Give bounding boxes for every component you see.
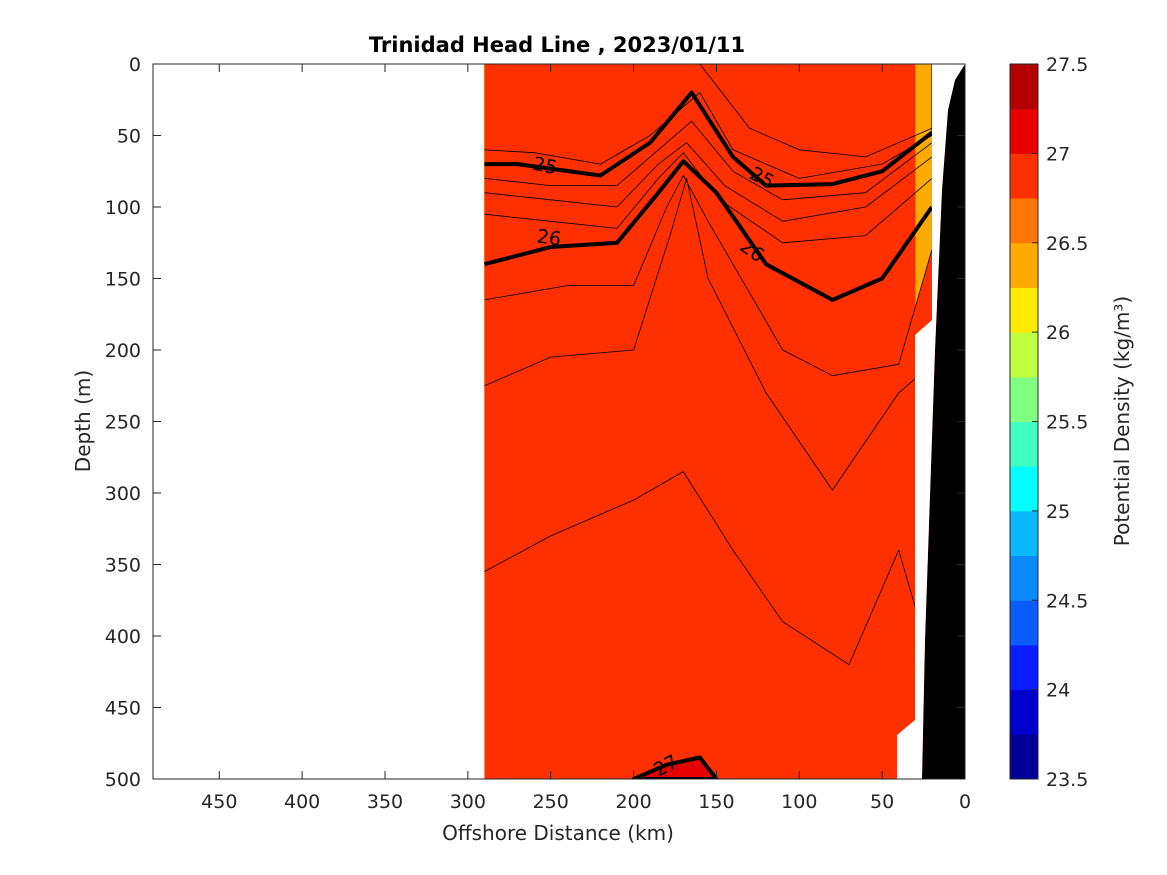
colorbar-tick-label: 26.5 xyxy=(1046,233,1088,255)
x-tick-label: 100 xyxy=(781,791,817,813)
colorbar-swatch xyxy=(1010,64,1038,110)
colorbar-swatch xyxy=(1010,689,1038,735)
colorbar-swatch xyxy=(1010,421,1038,467)
colorbar-swatch xyxy=(1010,332,1038,378)
y-axis-label: Depth (m) xyxy=(71,370,95,472)
colorbar-swatch xyxy=(1010,466,1038,512)
x-tick-label: 150 xyxy=(698,791,734,813)
isopycnal-25.25 xyxy=(484,120,933,201)
colorbar-tick-label: 25 xyxy=(1046,501,1070,523)
chart-title: Trinidad Head Line , 2023/01/11 xyxy=(369,33,745,57)
isopycnal-26.75 xyxy=(484,471,916,665)
colorbar-swatch xyxy=(1010,510,1038,557)
colorbar-swatch xyxy=(1010,376,1038,422)
contour-line-layer xyxy=(483,64,934,779)
colorbar-swatch xyxy=(1010,600,1038,646)
colorbar-tick-label: 24 xyxy=(1046,680,1070,702)
colorbar-swatch xyxy=(1010,108,1038,154)
x-axis-label: Offshore Distance (km) xyxy=(442,821,674,845)
x-axis: 450 400 350 300 250 200 150 100 50 0 xyxy=(201,64,971,813)
colorbar-tick-label: 26 xyxy=(1046,322,1070,344)
colorbar-tick-label: 24.5 xyxy=(1046,590,1088,612)
x-tick-label: 250 xyxy=(533,791,569,813)
x-tick-label: 350 xyxy=(367,791,403,813)
isopycnal-25.75 xyxy=(484,152,933,244)
contour-label-26: 26 xyxy=(535,225,562,250)
colorbar-tick-label: 25.5 xyxy=(1046,412,1088,434)
y-tick-label: 0 xyxy=(129,54,141,76)
x-tick-label: 300 xyxy=(450,791,486,813)
x-tick-label: 200 xyxy=(615,791,651,813)
colorbar-swatch xyxy=(1010,287,1038,333)
isopycnal-25.5 xyxy=(484,142,933,222)
x-tick-label: 0 xyxy=(959,791,971,813)
isopycnal-27 xyxy=(631,755,719,779)
y-tick-label: 100 xyxy=(105,197,141,219)
y-tick-label: 50 xyxy=(117,126,141,148)
y-tick-label: 200 xyxy=(105,340,141,362)
x-tick-label: 50 xyxy=(870,791,894,813)
isopycnal-26 xyxy=(483,159,934,302)
colorbar-tick-label: 23.5 xyxy=(1046,769,1088,791)
seafloor-bathymetry-mask xyxy=(922,64,965,779)
colorbar-tick-label: 27 xyxy=(1046,143,1070,165)
isopycnal-26.5 xyxy=(484,178,916,491)
colorbar-swatch xyxy=(1010,555,1038,601)
contour-fill-layer xyxy=(484,64,965,779)
nearshore-nodata-region xyxy=(897,64,965,779)
x-tick-label: 400 xyxy=(284,791,320,813)
isopycnal-25 xyxy=(484,90,934,188)
colorbar-swatch xyxy=(1010,734,1038,780)
colorbar-swatch xyxy=(1010,644,1038,691)
x-tick-label: 450 xyxy=(201,791,237,813)
density-fill-27 xyxy=(633,757,717,779)
colorbar-tick-label: 27.5 xyxy=(1046,54,1088,76)
colorbar-swatch xyxy=(1010,198,1038,244)
colorbar-swatch xyxy=(1010,153,1038,199)
colorbar: 23.5 24 24.5 25 25.5 26 26.5 27 27.5 xyxy=(1009,54,1088,791)
colorbar-swatch xyxy=(1010,242,1038,288)
y-tick-label: 300 xyxy=(105,483,141,505)
y-tick-label: 450 xyxy=(105,698,141,720)
y-tick-label: 250 xyxy=(105,412,141,434)
isopycnal-26.25 xyxy=(484,175,933,377)
y-tick-label: 400 xyxy=(105,626,141,648)
y-tick-label: 350 xyxy=(105,555,141,577)
y-tick-label: 500 xyxy=(105,769,141,791)
contour-label-25: 25 xyxy=(531,153,559,180)
density-fill-26.75 xyxy=(484,64,916,665)
colorbar-label: Potential Density (kg/m³) xyxy=(1110,296,1134,547)
isopycnal-24.5 xyxy=(484,64,933,158)
y-tick-label: 150 xyxy=(105,269,141,291)
y-axis: 0 50 100 150 200 250 300 350 400 450 500 xyxy=(105,54,965,791)
